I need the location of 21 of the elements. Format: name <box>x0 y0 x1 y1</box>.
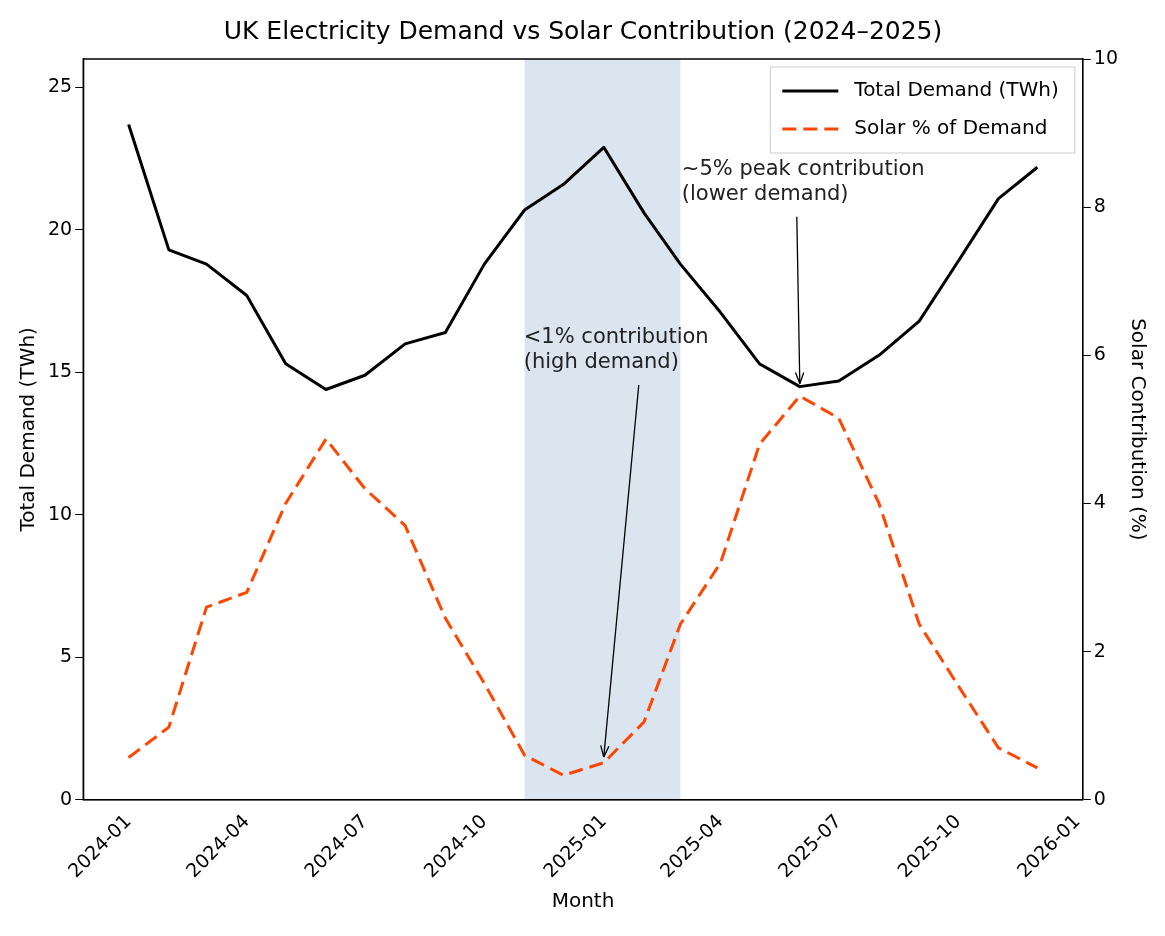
annotation: <1% contribution (high demand) <box>523 323 709 373</box>
y-tick-label: 25 <box>47 74 73 97</box>
y2-tick-label: 8 <box>1093 194 1106 217</box>
y2-axis-title: Solar Contribution (%) <box>1126 318 1151 541</box>
y2-tick-label: 2 <box>1093 638 1106 661</box>
chart-title: UK Electricity Demand vs Solar Contribution (2024–2025) <box>223 15 943 45</box>
x-axis-title: Month <box>551 888 615 913</box>
y-tick-label: 10 <box>47 501 73 524</box>
y-tick-label: 5 <box>60 644 73 667</box>
y2-tick-label: 6 <box>1093 342 1106 365</box>
legend-label: Solar % of Demand <box>854 115 1048 140</box>
y-tick-label: 20 <box>47 216 73 239</box>
line-series <box>127 394 1039 777</box>
legend-label: Total Demand (TWh) <box>853 77 1059 102</box>
y-axis-title: Total Demand (TWh) <box>15 327 40 533</box>
annotation: ~5% peak contribution (lower demand) <box>681 155 925 205</box>
y2-tick-label: 10 <box>1093 45 1119 68</box>
y-tick-label: 0 <box>60 786 73 809</box>
y2-tick-label: 4 <box>1093 490 1106 513</box>
y-tick-label: 15 <box>47 359 73 382</box>
y2-tick-label: 0 <box>1093 786 1106 809</box>
